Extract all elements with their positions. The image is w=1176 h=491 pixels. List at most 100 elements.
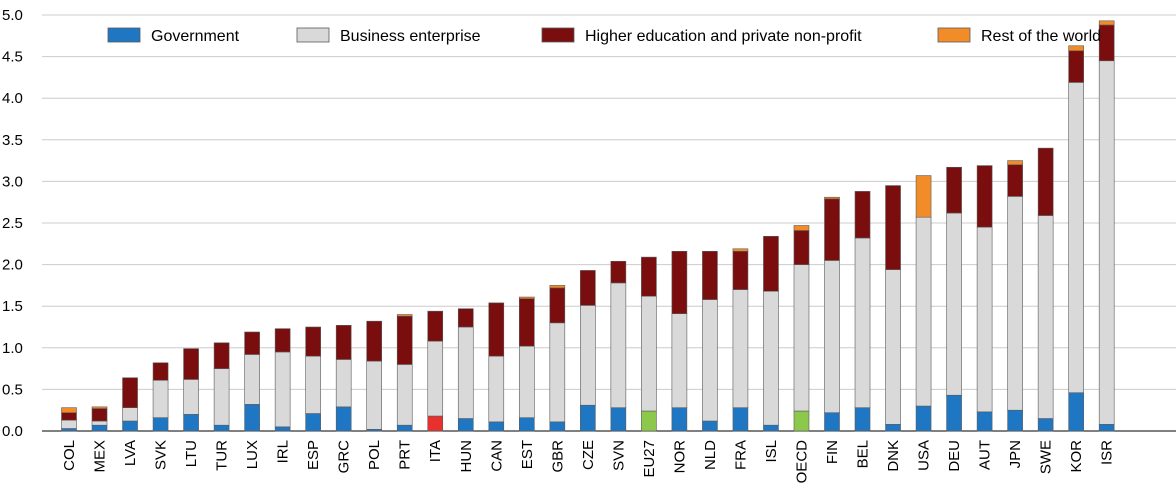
bar-eu27-higher-education-and-private-non-profit	[641, 256, 657, 297]
x-tick-label: GRC	[336, 440, 353, 474]
bar-svk-higher-education-and-private-non-profit	[152, 362, 169, 381]
bar-cze-government	[580, 404, 596, 432]
bar-jpn-government	[1007, 409, 1023, 432]
bar-ita-higher-education-and-private-non-profit	[427, 310, 444, 342]
bar-dnk-business-enterprise	[885, 269, 901, 425]
bar-irl-government	[274, 426, 291, 432]
bar-isl-business-enterprise	[763, 290, 779, 426]
bar-oecd-government	[793, 410, 810, 432]
bar-grc-higher-education-and-private-non-profit	[335, 325, 352, 360]
bar-isl-government	[763, 424, 779, 432]
bar-est-higher-education-and-private-non-profit	[518, 298, 535, 347]
bar-eu27-business-enterprise	[641, 295, 657, 412]
bar-est-government	[518, 417, 535, 432]
y-tick-label: 3.5	[2, 132, 23, 149]
x-tick-label: ISR	[1099, 440, 1116, 465]
legend-label-government: Government	[151, 28, 240, 45]
bar-hun-higher-education-and-private-non-profit	[457, 308, 474, 328]
y-tick-label: 0.5	[2, 381, 23, 398]
bar-usa-government	[915, 405, 932, 432]
bar-cze-higher-education-and-private-non-profit	[580, 270, 596, 306]
bar-gbr-higher-education-and-private-non-profit	[549, 287, 566, 324]
x-tick-label: ISL	[763, 440, 780, 463]
x-tick-label: TUR	[214, 440, 231, 471]
x-tick-label: FRA	[732, 440, 749, 470]
bar-svk-government	[152, 417, 169, 432]
gridlines	[42, 14, 1176, 432]
bar-pol-higher-education-and-private-non-profit	[366, 320, 383, 362]
bar-nld-business-enterprise	[702, 299, 718, 422]
x-tick-label: EST	[519, 440, 536, 469]
bar-dnk-higher-education-and-private-non-profit	[885, 185, 901, 270]
legend-label-higher-education-and-private-non-profit: Higher education and private non-profit	[585, 28, 862, 45]
bar-nld-government	[702, 420, 718, 432]
bar-est-rest-of-the-world	[518, 296, 535, 300]
bar-mex-rest-of-the-world	[91, 406, 108, 409]
bar-grc-government	[335, 406, 352, 432]
bar-col-government	[61, 428, 77, 432]
x-tick-label: SVN	[610, 440, 627, 471]
x-tick-label: ITA	[427, 440, 444, 462]
bar-can-business-enterprise	[488, 355, 505, 423]
bar-gbr-government	[549, 421, 566, 432]
bar-nor-business-enterprise	[671, 313, 688, 409]
bar-swe-business-enterprise	[1037, 215, 1054, 419]
bar-swe-higher-education-and-private-non-profit	[1037, 147, 1054, 216]
bar-lva-business-enterprise	[122, 407, 138, 422]
bar-bel-government	[854, 407, 871, 432]
bar-fin-higher-education-and-private-non-profit	[824, 198, 840, 261]
x-tick-label: HUN	[458, 440, 475, 473]
bar-lva-government	[122, 420, 138, 432]
x-tick-label: SVK	[153, 440, 170, 470]
bar-oecd-higher-education-and-private-non-profit	[793, 230, 810, 265]
bar-col-business-enterprise	[61, 419, 77, 429]
bar-bel-business-enterprise	[854, 237, 871, 409]
bar-fin-business-enterprise	[824, 260, 840, 413]
bar-ita-business-enterprise	[427, 340, 444, 417]
bar-isr-higher-education-and-private-non-profit	[1098, 24, 1115, 62]
bar-deu-business-enterprise	[946, 212, 962, 396]
bar-bel-higher-education-and-private-non-profit	[854, 191, 871, 239]
y-tick-label: 4.0	[2, 90, 23, 107]
bar-fra-business-enterprise	[732, 289, 749, 409]
bar-ltu-business-enterprise	[183, 379, 199, 415]
bar-lva-higher-education-and-private-non-profit	[122, 377, 138, 409]
bar-isr-business-enterprise	[1098, 60, 1115, 425]
bar-jpn-rest-of-the-world	[1007, 160, 1023, 166]
bar-kor-higher-education-and-private-non-profit	[1068, 50, 1084, 83]
x-tick-label: CAN	[488, 440, 505, 472]
legend-label-rest-of-the-world: Rest of the world	[981, 28, 1101, 45]
x-tick-label: LTU	[183, 440, 200, 467]
bar-dnk-government	[885, 424, 901, 432]
x-tick-label: ESP	[305, 440, 322, 470]
bar-tur-government	[213, 424, 230, 432]
legend-swatch-business-enterprise	[296, 27, 330, 43]
y-tick-label: 4.5	[2, 49, 23, 66]
x-tick-label: LUX	[244, 440, 261, 469]
bar-prt-higher-education-and-private-non-profit	[396, 315, 413, 365]
x-tick-label: PRT	[397, 440, 414, 470]
bar-prt-business-enterprise	[396, 364, 413, 426]
bar-isl-higher-education-and-private-non-profit	[763, 236, 779, 292]
bar-est-business-enterprise	[518, 345, 535, 418]
x-tick-label: GBR	[549, 440, 566, 473]
bar-lux-higher-education-and-private-non-profit	[244, 331, 260, 355]
bar-svn-higher-education-and-private-non-profit	[610, 260, 627, 284]
bar-fra-higher-education-and-private-non-profit	[732, 250, 749, 290]
y-tick-label: 1.0	[2, 340, 23, 357]
bar-gbr-rest-of-the-world	[549, 285, 566, 289]
bar-usa-business-enterprise	[915, 216, 932, 407]
x-tick-label: OECD	[793, 440, 810, 484]
bar-aut-higher-education-and-private-non-profit	[976, 165, 993, 228]
bar-mex-government	[91, 424, 108, 432]
legend: Government Business enterprise Higher educ…	[107, 27, 1101, 45]
bar-col-higher-education-and-private-non-profit	[61, 412, 77, 421]
x-tick-label: EU27	[641, 440, 658, 478]
bars	[61, 20, 1115, 432]
bar-lux-government	[244, 404, 260, 432]
bar-irl-higher-education-and-private-non-profit	[274, 328, 291, 353]
bar-deu-higher-education-and-private-non-profit	[946, 166, 962, 214]
bar-grc-business-enterprise	[335, 359, 352, 408]
bar-isr-rest-of-the-world	[1098, 20, 1115, 26]
